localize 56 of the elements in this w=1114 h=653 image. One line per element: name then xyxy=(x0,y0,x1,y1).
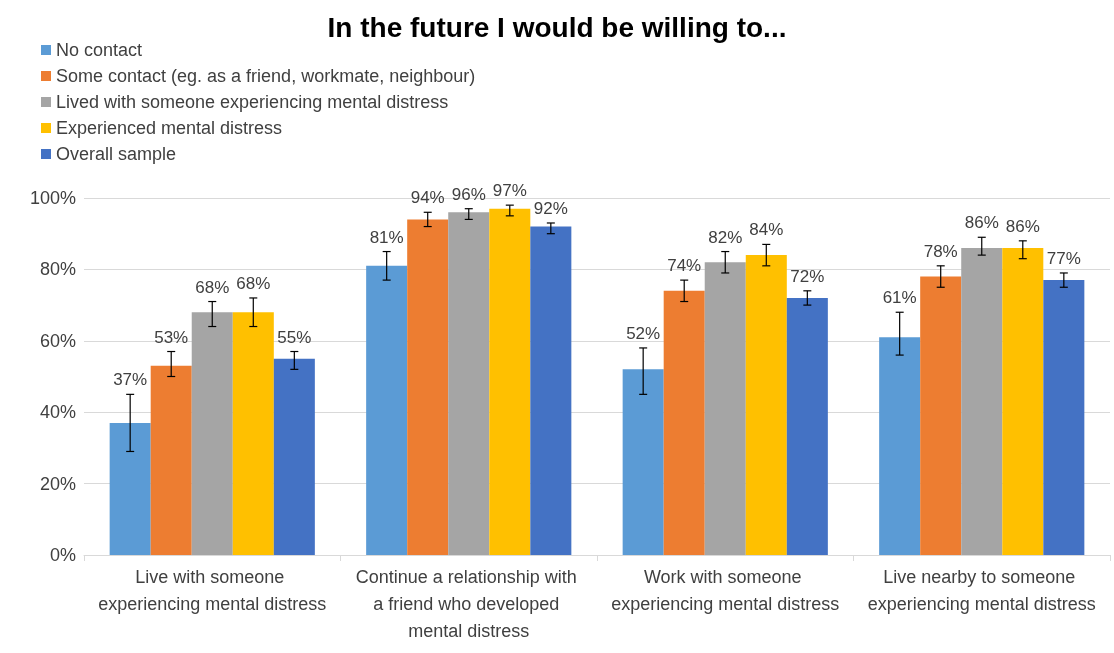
bar xyxy=(489,208,531,555)
bar xyxy=(961,247,1003,555)
legend-label: Overall sample xyxy=(56,144,177,164)
legend-label: Lived with someone experiencing mental distress xyxy=(56,92,449,112)
data-label: 94% xyxy=(410,188,445,208)
data-label: 97% xyxy=(492,181,527,201)
bar xyxy=(407,219,449,555)
data-label: 86% xyxy=(964,213,999,233)
data-label: 84% xyxy=(749,220,784,240)
legend-label: Some contact (eg. as a friend, workmate, neighbour) xyxy=(56,66,476,86)
x-tick-label: Live with someone experiencing mental distress xyxy=(98,566,327,614)
data-label: 78% xyxy=(923,241,958,261)
bar xyxy=(530,226,572,555)
data-label: 52% xyxy=(626,323,661,343)
data-label: 68% xyxy=(195,277,230,297)
bar xyxy=(879,337,921,555)
y-tick-label: 0% xyxy=(49,545,76,565)
x-tick-label: Continue a relationship with a friend who developed mental distress xyxy=(355,566,582,641)
y-tick-label: 60% xyxy=(39,330,76,351)
data-label: 81% xyxy=(369,227,404,247)
bar xyxy=(273,358,315,555)
x-tick-label: Work with someone experiencing mental distress xyxy=(611,566,840,614)
data-label: 55% xyxy=(277,327,312,347)
legend-label: No contact xyxy=(56,40,143,60)
x-tick-label: Live nearby to someone experiencing mental distress xyxy=(867,566,1096,614)
bar xyxy=(622,369,664,555)
bar xyxy=(663,290,705,555)
data-label: 53% xyxy=(154,327,189,347)
bar xyxy=(150,365,192,555)
bar xyxy=(366,265,408,555)
bar xyxy=(191,312,233,555)
data-label: 77% xyxy=(1046,248,1081,268)
data-label: 82% xyxy=(708,227,743,247)
data-label: 61% xyxy=(882,288,917,308)
bar xyxy=(448,212,490,555)
chart-title: In the future I would be willing to... xyxy=(327,11,787,43)
bar xyxy=(1043,280,1085,555)
bar xyxy=(704,262,746,555)
y-tick-label: 20% xyxy=(39,473,76,494)
bar xyxy=(786,297,828,555)
bar xyxy=(920,276,962,555)
data-label: 68% xyxy=(236,273,271,293)
data-label: 37% xyxy=(113,370,148,390)
data-label: 96% xyxy=(451,184,486,204)
y-tick-label: 100% xyxy=(29,188,76,208)
bar xyxy=(1002,247,1044,555)
data-label: 74% xyxy=(667,256,702,276)
bar xyxy=(232,312,274,555)
y-tick-label: 80% xyxy=(39,259,76,280)
legend-label: Experienced mental distress xyxy=(56,118,283,138)
bar xyxy=(109,422,151,555)
data-label: 72% xyxy=(790,266,825,286)
data-label: 86% xyxy=(1005,216,1040,236)
bar xyxy=(745,255,787,555)
data-label: 92% xyxy=(533,198,568,218)
y-tick-label: 40% xyxy=(39,402,76,423)
